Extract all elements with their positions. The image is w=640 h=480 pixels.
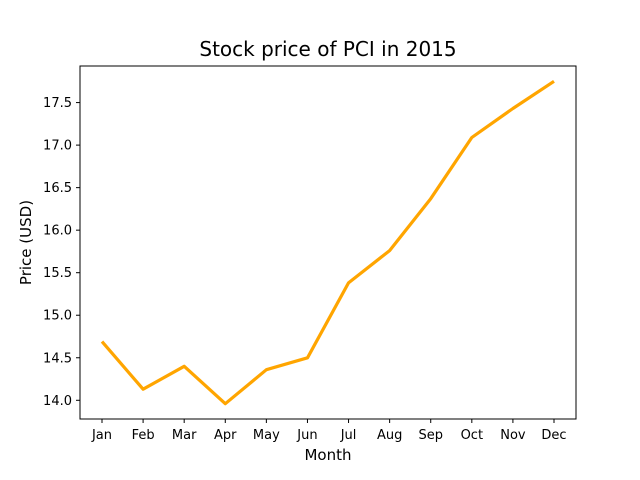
x-tick-label: Jun [296,428,317,443]
y-tick-label: 15.0 [43,309,72,324]
x-axis: Jan Feb Mar Apr May Jun Jul Aug Sep Oct Nov Dec [91,419,567,443]
y-tick-label: 14.0 [43,394,72,409]
y-axis: 14.0 14.5 15.0 15.5 16.0 16.5 17.0 17.5 [43,96,80,409]
x-tick-label: Feb [132,428,155,443]
x-tick-label: Aug [377,428,402,443]
y-tick-label: 15.5 [43,266,72,281]
x-tick-label: May [253,428,280,443]
y-tick-label: 16.0 [43,224,72,239]
y-tick-label: 17.5 [43,96,72,111]
plot-area-frame [79,65,577,420]
y-tick-label: 16.5 [43,181,72,196]
x-tick-label: Oct [461,428,483,443]
y-axis-label: Price (USD) [17,200,35,285]
chart-title: Stock price of PCI in 2015 [199,37,456,61]
x-tick-label: Mar [172,428,197,443]
y-tick-label: 17.0 [43,139,72,154]
x-tick-label: Jul [340,428,357,443]
y-tick-label: 14.5 [43,351,72,366]
x-tick-label: Apr [214,428,237,443]
x-tick-label: Sep [418,428,443,443]
series-line-price [100,79,555,406]
x-axis-label: Month [304,446,351,464]
x-tick-label: Jan [91,428,112,443]
x-tick-label: Nov [500,428,526,443]
x-tick-label: Dec [541,428,566,443]
